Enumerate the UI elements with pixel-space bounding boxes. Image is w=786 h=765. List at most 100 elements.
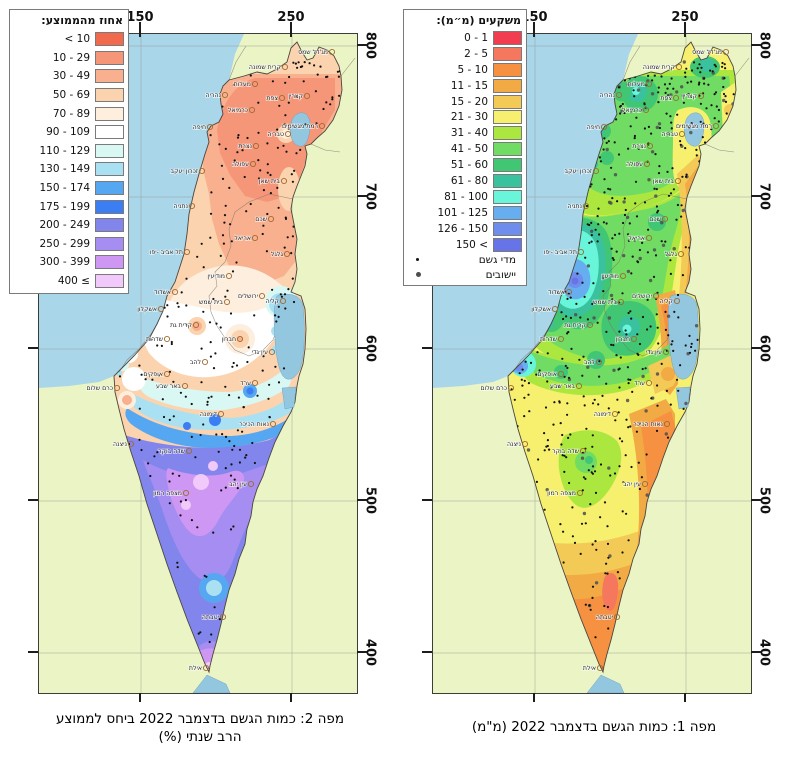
city-ring [206,123,214,131]
legend-symbol-row: מדי גשם [404,252,526,267]
city-label: עין יהב [623,481,641,488]
axis-tick-mark [357,651,367,653]
legend-row: 0 - 1 [404,30,526,46]
legend-range-label: 50 - 69 [52,89,90,102]
city-label: בית שאן [653,178,675,185]
legend-row: 51 - 60 [404,157,526,173]
city-label: אשקלון [531,306,551,313]
legend-swatch [493,189,522,204]
city-label: ירושלים [238,293,258,300]
city-label: מודיעין [601,273,619,280]
city-label: רמת מגשימים [282,123,318,130]
legend-row: 90 - 109 [10,123,128,142]
legend-row: 200 - 249 [10,216,128,235]
legend-row: 400 ≤ [10,272,128,291]
legend-swatch [493,94,522,109]
legend-swatch [95,274,124,289]
city-label: עפולה [626,161,643,168]
city-ring [182,489,190,497]
axis-tick-mark [357,499,367,501]
axis-tick-mark [751,195,761,197]
city-ring [198,167,206,175]
map-panel-left: מג'דל שמס קרית שמונה מעלות נהריה צפת קצרין כרמ… [8,0,392,760]
city-ring [551,305,559,313]
internal-boundaries [512,45,750,373]
city-label: מג'דל שמס [298,49,328,56]
city-label: שדרות [540,336,558,343]
legend-range-label: 5 - 10 [457,63,488,76]
legend-swatch [493,205,522,220]
city-ring [596,664,604,672]
city-label: אופקים [537,371,557,378]
city-label: בית שאן [259,178,281,185]
city-label: ניצנה [507,441,521,448]
legend-row: 41 - 50 [404,141,526,157]
city-label: ניצנה [113,441,127,448]
city-markers: מג'דל שמס קרית שמונה מעלות נהריה צפת קצרין כרמ… [480,49,730,673]
city-label: אילת [583,665,596,672]
dead-sea [667,293,699,380]
legend-row: 150 < [404,237,526,253]
axis-tick-label-top: 250 [277,10,305,25]
city-ring [163,335,171,343]
city-label: עין גדי [252,349,268,356]
legend-range-label: 70 - 89 [52,107,90,120]
legend-swatch [493,142,522,157]
legend-swatch [95,143,124,158]
city-ring [202,664,210,672]
legend-swatch [493,221,522,236]
legend-range-label: 400 ≤ [57,275,90,288]
city-ring [663,420,671,428]
legend-swatch [493,110,522,125]
legend-swatch [493,46,522,61]
city-label: נצרת [632,143,646,150]
city-markers: מג'דל שמס קרית שמונה מעלות נהריה צפת קצרין כרמ… [86,49,336,673]
city-ring [565,288,573,296]
city-ring [673,297,681,305]
legend-swatch [95,88,124,103]
city-ring [284,130,292,138]
city-ring [672,94,680,102]
city-label: חיפה [587,124,600,131]
city-ring [281,63,289,71]
legend-row: 150 - 174 [10,179,128,198]
city-label: שדרות [146,336,164,343]
city-label: רמת מגשימים [676,123,712,130]
city-label: קליה [266,298,279,305]
legend-row: 61 - 80 [404,173,526,189]
city-label: נצרת [238,143,252,150]
city-label: שדה בוקר [552,448,580,455]
axis-tick-mark [357,347,367,349]
city-label: יטבתה [202,614,219,621]
city-ring [171,288,179,296]
city-ring [579,447,587,455]
axis-tick-mark [290,692,292,702]
axis-tick-mark [139,692,141,702]
city-ring [267,215,275,223]
city-ring [221,91,229,99]
legend-swatch [493,78,522,93]
city-label: אופקים [143,371,163,378]
city-ring [678,130,686,138]
legend-swatch [493,237,522,252]
city-ring [595,358,603,366]
axis-tick-mark [422,499,432,501]
city-ring [557,370,565,378]
legend-swatch [95,125,124,140]
legend-row: 81 - 100 [404,189,526,205]
city-ring [674,177,682,185]
city-label: טבריה [661,131,678,138]
lakes [192,112,311,693]
legend-range-label: 126 - 150 [437,222,488,235]
city-label: מודיעין [207,273,225,280]
city-label: ירושלים [632,293,652,300]
city-ring [576,489,584,497]
legend-row: 126 - 150 [404,221,526,237]
city-label: קצרין [682,93,697,100]
city-ring [303,92,311,100]
axis-tick-mark [28,347,38,349]
city-label: זכרון יעקב [171,168,198,175]
city-label: מעלות [628,81,645,88]
city-label: ערד [240,380,251,387]
legend-swatch [493,158,522,173]
